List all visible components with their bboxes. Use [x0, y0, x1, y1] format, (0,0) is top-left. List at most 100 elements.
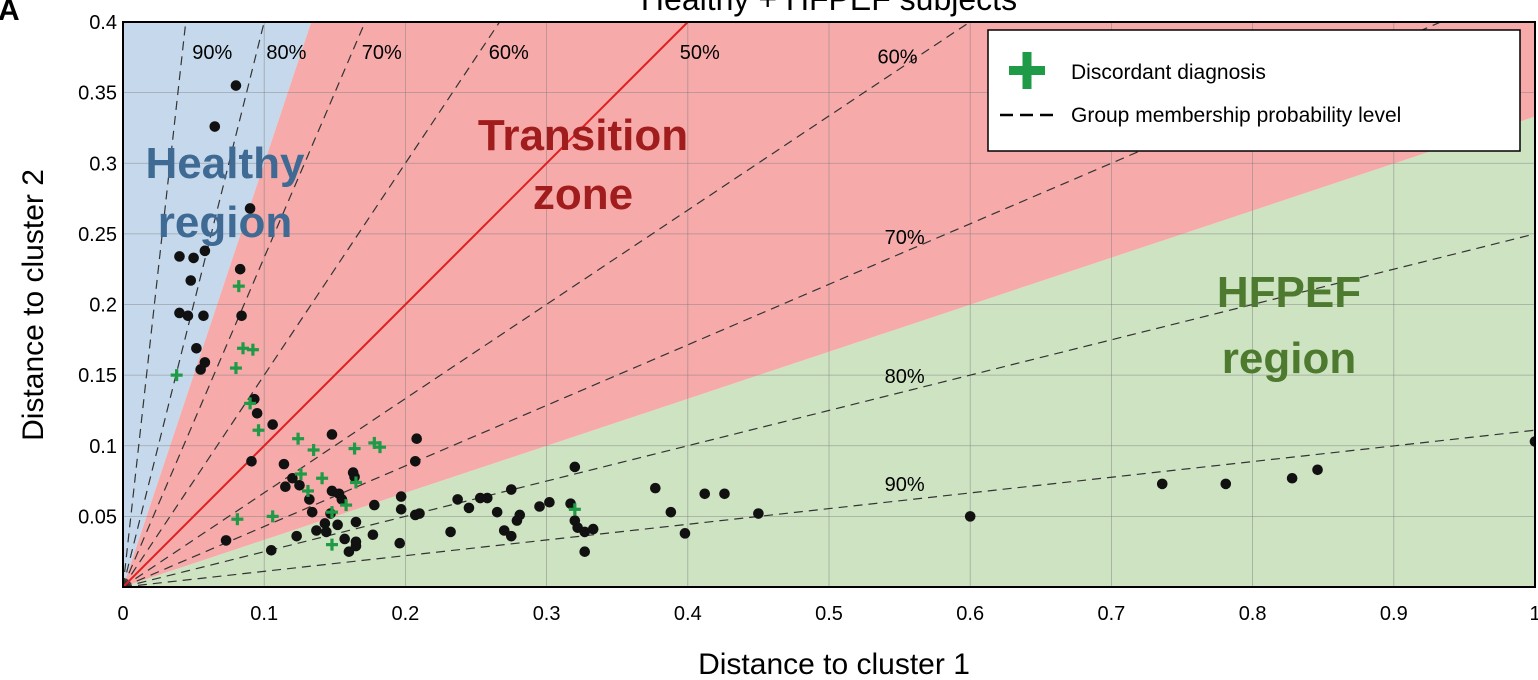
y-tick-label: 0.15 [78, 365, 117, 387]
decision-line-label: 50% [680, 42, 720, 64]
region-label-line: Healthy [146, 139, 305, 188]
data-point [280, 481, 291, 493]
data-point [650, 482, 661, 494]
probability-line [123, 429, 1535, 587]
data-point [332, 519, 343, 531]
plus-bar-v [241, 342, 245, 355]
data-point [326, 429, 338, 440]
data-point [1529, 436, 1535, 447]
plus-bar-v [296, 432, 300, 445]
data-point [506, 530, 517, 542]
data-point [209, 121, 221, 132]
discordant-point [252, 424, 265, 437]
data-point [569, 461, 581, 473]
data-point [182, 310, 194, 322]
data-point [699, 488, 711, 500]
plus-bar-v [175, 369, 179, 382]
data-point [1220, 478, 1232, 490]
panel-label: A [0, 0, 20, 27]
data-point [367, 529, 379, 541]
chart-title: Healthy + HFPEF subjects [641, 0, 1017, 17]
region-label-line: HFPEF [1217, 268, 1361, 317]
plus-bar-v [299, 468, 303, 480]
data-points [170, 80, 1535, 557]
data-point [395, 491, 407, 502]
discordant-point [325, 538, 338, 551]
plus-bar-v [330, 506, 334, 519]
data-point [195, 364, 206, 375]
plus-bar-v [237, 280, 241, 293]
x-tick-label: 0.9 [1380, 603, 1408, 625]
discordant-point [348, 442, 361, 455]
probability-label: 90% [885, 474, 925, 496]
probability-label: 70% [885, 227, 925, 249]
discordant-point [266, 510, 279, 523]
data-point [394, 537, 406, 549]
data-point [534, 501, 545, 512]
discordant-point [301, 484, 314, 497]
plus-bar-v [312, 443, 316, 456]
data-point [964, 511, 976, 522]
data-point [409, 455, 421, 467]
probability-line [123, 22, 366, 587]
data-point [191, 342, 202, 354]
y-tick-label: 0.3 [89, 153, 117, 175]
y-axis-label: Distance to cluster 2 [17, 169, 50, 441]
data-point [411, 433, 422, 444]
region-label-line: Transition [478, 111, 688, 160]
discordant-point [307, 443, 320, 456]
plus-bar-v [234, 362, 238, 375]
data-point [306, 506, 318, 518]
x-tick-label: 0.1 [250, 603, 278, 625]
data-point [311, 525, 322, 536]
decision-line-group [123, 22, 689, 587]
data-point [491, 506, 503, 518]
region-label-line: region [158, 198, 292, 247]
data-point [185, 275, 197, 286]
legend-box [987, 29, 1521, 152]
probability-label: 90% [192, 42, 232, 64]
discordant-point [231, 513, 244, 526]
data-point [199, 245, 211, 257]
plus-bar-v [573, 503, 577, 516]
legend-entry-discordant: Discordant diagnosis [1071, 61, 1266, 84]
data-point [234, 263, 246, 275]
probability-label: 80% [266, 42, 306, 64]
data-point [220, 535, 232, 546]
data-point [267, 419, 278, 430]
y-tick-label: 0.1 [89, 436, 117, 458]
legend-plus-icon [1009, 52, 1045, 89]
probability-line [123, 22, 971, 587]
data-point [414, 508, 425, 519]
data-point [294, 480, 305, 491]
plus-bar-v [271, 510, 275, 523]
x-tick-label: 0 [117, 603, 128, 625]
data-point [198, 310, 209, 322]
plot-frame [122, 21, 1536, 588]
plus-bar-v [320, 472, 324, 485]
x-axis-label: Distance to cluster 1 [698, 648, 970, 680]
x-tick-label: 0.4 [674, 603, 702, 625]
data-point [445, 526, 456, 538]
data-point [1286, 472, 1298, 484]
data-point [1156, 478, 1168, 490]
data-point [265, 544, 277, 556]
y-tick-label: 0.05 [78, 506, 117, 528]
discordant-point [232, 280, 245, 293]
probability-line [123, 22, 265, 587]
plus-bar-v [378, 441, 382, 454]
plus-bar-v [352, 442, 357, 455]
y-tick-label: 0.25 [78, 224, 117, 246]
probability-label: 70% [362, 42, 402, 64]
probability-line [123, 22, 187, 587]
legend: Discordant diagnosis Group membership pr… [987, 29, 1521, 152]
data-point [665, 506, 677, 518]
discordant-point [368, 436, 381, 449]
region-label-line: region [1222, 334, 1356, 383]
data-point [679, 528, 691, 539]
data-point [579, 546, 591, 557]
plus-bar-v [306, 484, 310, 497]
x-tick-label: 0.8 [1239, 603, 1267, 625]
discordant-point [229, 362, 242, 375]
data-point [350, 516, 362, 528]
